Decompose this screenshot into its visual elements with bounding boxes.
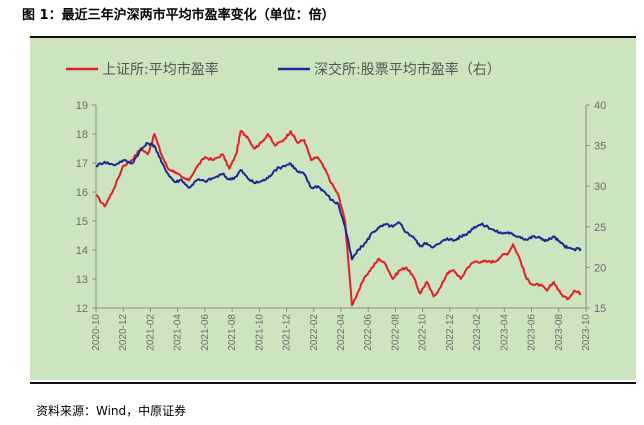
x-tick-label: 2021-02 [145, 314, 156, 351]
right-tick-label: 30 [594, 181, 606, 193]
left-tick-label: 13 [76, 274, 88, 286]
left-tick-label: 16 [76, 187, 88, 199]
series-lines [95, 130, 582, 307]
x-tick-label: 2021-06 [200, 314, 211, 351]
x-tick-label: 2021-12 [282, 314, 293, 351]
right-tick-label: 15 [594, 303, 606, 315]
chart-area: 上证所:平均市盈率 深交所:股票平均市盈率（右） 121314151617181… [30, 38, 636, 380]
x-tick-label: 2023-10 [581, 314, 592, 351]
x-tick-label: 2021-10 [254, 314, 265, 351]
left-tick-label: 18 [76, 129, 88, 141]
legend: 上证所:平均市盈率 深交所:股票平均市盈率（右） [66, 61, 501, 78]
left-tick-label: 19 [76, 100, 88, 112]
x-tick-label: 2023-04 [499, 314, 510, 351]
top-rule [30, 36, 636, 38]
x-tick-label: 2020-12 [118, 314, 129, 351]
x-tick-label: 2020-10 [91, 314, 102, 351]
right-tick-label: 25 [594, 222, 606, 234]
x-tick-label: 2022-02 [309, 314, 320, 351]
x-tick-label: 2022-04 [336, 314, 347, 351]
chart-background [30, 38, 636, 380]
series-line-shanghai-pe [95, 130, 582, 307]
series-line-shenzhen-pe [95, 141, 582, 261]
right-tick-label: 40 [594, 100, 606, 112]
legend-label-shenzhen: 深交所:股票平均市盈率（右） [314, 61, 501, 78]
x-tick-label: 2022-12 [445, 314, 456, 351]
bottom-rule [30, 382, 636, 384]
x-tick-label: 2023-08 [554, 314, 565, 351]
x-tick-label: 2023-06 [527, 314, 538, 351]
x-tick-label: 2022-10 [418, 314, 429, 351]
left-tick-label: 12 [76, 303, 88, 315]
axes: 12 13 14 15 16 17 18 19 15 20 25 30 35 40 2020-10 2020-… [76, 100, 607, 351]
x-tick-label: 2021-04 [173, 314, 184, 351]
x-tick-label: 2022-06 [363, 314, 374, 351]
right-tick-label: 20 [594, 262, 606, 274]
x-tick-label: 2023-02 [472, 314, 483, 351]
x-tick-label: 2022-08 [390, 314, 401, 351]
legend-label-shanghai: 上证所:平均市盈率 [102, 61, 219, 78]
right-tick-label: 35 [594, 141, 606, 153]
x-tick-label: 2021-08 [227, 314, 238, 351]
left-tick-label: 14 [76, 245, 88, 257]
source-note: 资料来源：Wind，中原证券 [36, 404, 187, 418]
left-tick-label: 15 [76, 216, 88, 228]
left-tick-label: 17 [76, 158, 88, 170]
figure-title: 图 1：最近三年沪深两市平均市盈率变化（单位：倍） [22, 8, 335, 23]
